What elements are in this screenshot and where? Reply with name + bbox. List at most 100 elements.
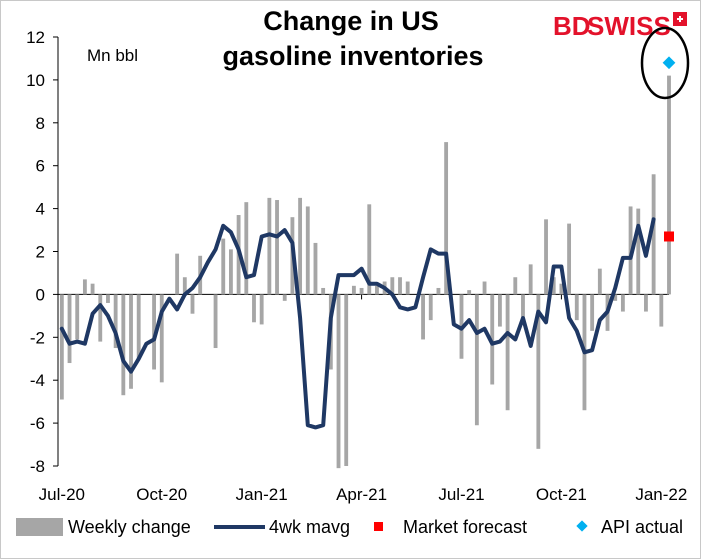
weekly-change-bar — [298, 197, 303, 295]
mavg-line-layer — [59, 217, 656, 430]
weekly-change-bar — [375, 285, 379, 295]
legend-forecast-swatch — [374, 522, 383, 531]
x-tick-label: Jan-21 — [236, 485, 288, 504]
weekly-change-bar — [175, 253, 180, 295]
weekly-change-bar — [597, 268, 602, 295]
weekly-change-bar — [344, 294, 349, 466]
weekly-change-bar — [75, 294, 80, 340]
weekly-change-bar — [267, 197, 272, 295]
weekly-change-bar — [221, 238, 226, 295]
legend-mavg-label: 4wk mavg — [269, 517, 350, 537]
weekly-change-bar — [651, 174, 656, 295]
weekly-change-bar — [644, 294, 648, 312]
y-tick-label: 8 — [36, 114, 45, 133]
weekly-change-bar — [559, 283, 564, 295]
x-tick-label: Oct-21 — [536, 485, 587, 504]
legend-forecast-label: Market forecast — [403, 517, 527, 537]
weekly-change-bar — [159, 294, 164, 383]
y-tick-label: 6 — [36, 157, 45, 176]
weekly-change-bar — [474, 294, 479, 426]
legend-weekly-label: Weekly change — [68, 517, 191, 537]
weekly-change-bar — [136, 294, 141, 359]
swiss-cross-icon — [677, 16, 683, 22]
weekly-change-bar — [113, 294, 118, 349]
weekly-change-bar — [82, 279, 87, 295]
chart-title-line2: gasoline inventories — [222, 41, 483, 71]
weekly-change-bar — [398, 277, 402, 295]
weekly-change-bar — [229, 249, 233, 295]
weekly-change-bar — [574, 294, 579, 321]
weekly-change-bar — [659, 294, 664, 327]
legend-api-swatch — [576, 520, 588, 532]
y-tick-label: 0 — [36, 285, 45, 304]
y-tick-label: -6 — [30, 414, 45, 433]
weekly-change-bar — [667, 75, 671, 295]
weekly-change-bar — [436, 287, 441, 295]
weekly-change-bar — [421, 294, 425, 340]
x-tick-label: Jan-22 — [635, 485, 687, 504]
logo-swiss: SWISS — [587, 11, 671, 41]
weekly-change-bar — [336, 294, 341, 469]
weekly-change-bar — [590, 294, 595, 331]
weekly-change-bar — [444, 142, 449, 295]
weekly-change-bar — [129, 294, 133, 389]
weekly-change-bar — [636, 208, 641, 295]
weekly-change-bar — [275, 200, 279, 295]
chart-title-line1: Change in US — [263, 6, 439, 36]
weekly-change-bar — [613, 294, 618, 301]
weekly-change-bar — [482, 281, 487, 295]
unit-label: Mn bbl — [87, 46, 138, 65]
x-tick-label: Oct-20 — [136, 485, 187, 504]
x-tick-label: Apr-21 — [336, 485, 387, 504]
weekly-change-bar — [567, 223, 572, 295]
weekly-change-bar — [359, 287, 364, 295]
weekly-change-bar — [67, 294, 72, 364]
weekly-change-bar — [467, 290, 472, 295]
weekly-change-bar — [390, 277, 395, 295]
weekly-change-bar — [351, 285, 356, 295]
weekly-change-bar — [321, 287, 326, 295]
x-tick-label: Jul-20 — [39, 485, 85, 504]
weekly-change-bar — [182, 277, 187, 295]
y-tick-label: 4 — [36, 200, 45, 219]
x-tick-label: Jul-21 — [438, 485, 484, 504]
weekly-change-bar — [528, 264, 533, 295]
weekly-change-bar — [59, 294, 64, 400]
weekly-change-bar — [313, 242, 318, 295]
weekly-change-bar — [367, 204, 372, 295]
y-tick-label: -8 — [30, 457, 45, 476]
weekly-change-bar — [98, 294, 103, 342]
legend-api-label: API actual — [601, 517, 683, 537]
weekly-change-bar — [428, 294, 433, 321]
weekly-change-bar — [620, 294, 625, 312]
weekly-change-bar — [152, 294, 156, 370]
highlight-ellipse — [640, 26, 690, 100]
bdswiss-logo: BD SWISS — [553, 11, 687, 41]
mavg-line — [59, 217, 656, 430]
weekly-change-bar — [521, 294, 525, 325]
weekly-change-bar — [405, 281, 410, 295]
legend: Weekly change 4wk mavg Market forecast A… — [16, 517, 683, 537]
logo-bd: BD — [553, 11, 591, 41]
weekly-change-bar — [497, 294, 502, 327]
weekly-change-bar — [544, 219, 548, 295]
api-actual-point — [662, 56, 676, 70]
y-tick-label: 10 — [26, 71, 45, 90]
weekly-change-bar — [190, 294, 195, 314]
weekly-change-bar — [536, 294, 541, 449]
y-tick-label: 12 — [26, 28, 45, 47]
legend-weekly-swatch — [16, 518, 63, 536]
weekly-change-bar — [505, 294, 510, 411]
weekly-change-bar — [90, 283, 95, 295]
weekly-change-bar — [259, 294, 264, 325]
weekly-change-bar — [106, 294, 110, 303]
axes: 12 10 8 6 4 2 0 -2 -4 -6 -8 Jul-20 Oct-20 Jan-21 Apr-2… — [26, 28, 687, 504]
weekly-change-bar — [513, 277, 518, 295]
weekly-change-bar — [551, 277, 556, 295]
weekly-change-bar — [305, 206, 310, 295]
weekly-change-bar — [252, 294, 256, 323]
weekly-change-bar — [244, 202, 249, 295]
y-tick-label: 2 — [36, 243, 45, 262]
